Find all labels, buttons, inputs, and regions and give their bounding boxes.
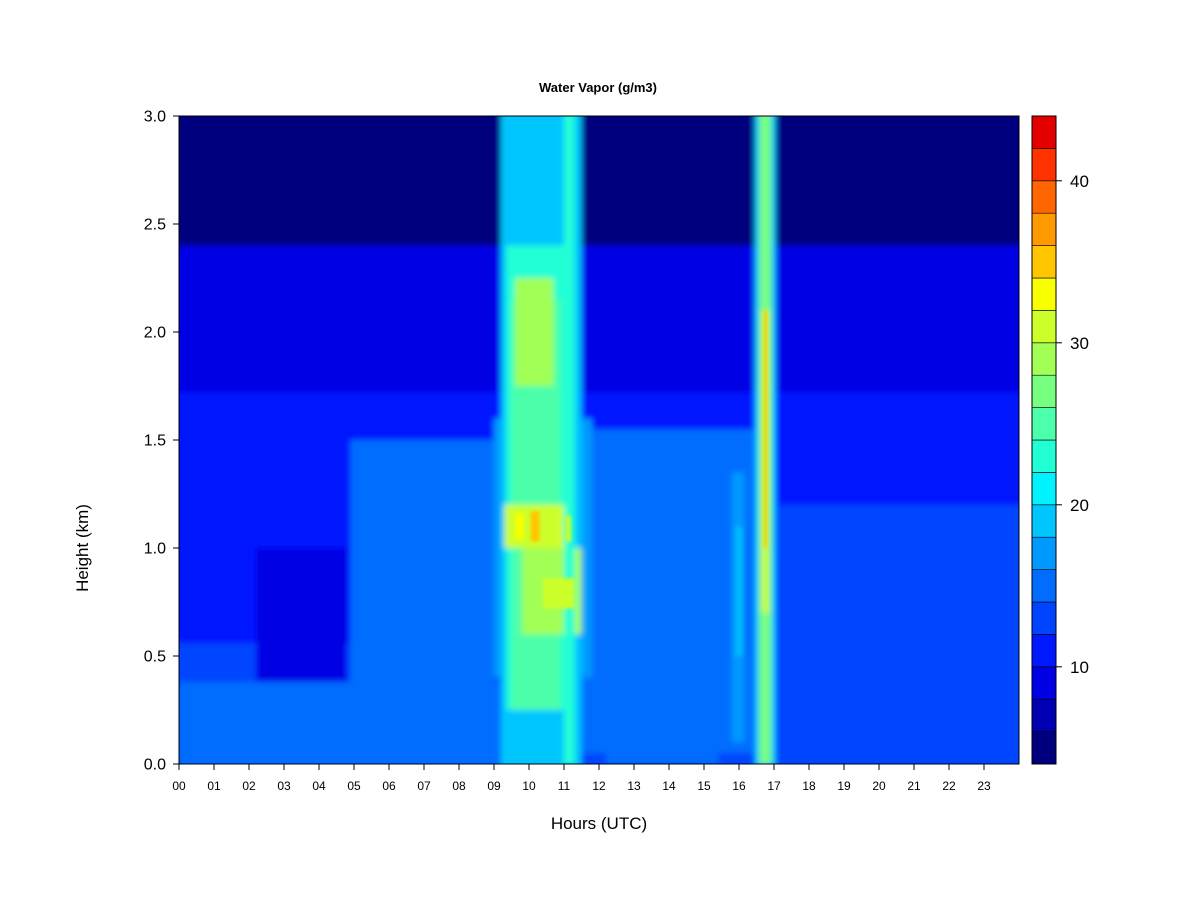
colorbar-swatch — [1031, 536, 1057, 570]
colorbar-swatch — [1031, 148, 1057, 182]
colorbar-swatch — [1031, 310, 1057, 344]
colorbar-swatch — [1031, 115, 1057, 149]
y-tick-label: 3.0 — [144, 109, 166, 126]
y-tick-label: 0.0 — [144, 757, 166, 774]
x-tick-label: 06 — [382, 779, 396, 793]
colorbar-swatch — [1031, 407, 1057, 441]
field-mid-layer — [179, 245, 1019, 397]
x-tick-label: 15 — [697, 779, 711, 793]
field-accent-5 — [543, 578, 575, 609]
colorbar-tick-label: 10 — [1070, 658, 1089, 677]
y-tick-label: 1.5 — [144, 433, 166, 450]
x-tick-label: 14 — [662, 779, 676, 793]
colorbar-swatch — [1031, 472, 1057, 506]
heatmap-area — [179, 116, 1019, 764]
colorbar-swatch — [1031, 439, 1057, 473]
colorbar-swatch — [1031, 569, 1057, 603]
x-tick-label: 02 — [242, 779, 256, 793]
field-plume-upper-peak — [515, 278, 554, 386]
x-tick-label: 12 — [592, 779, 606, 793]
x-tick-label: 20 — [872, 779, 886, 793]
colorbar-swatch — [1031, 245, 1057, 279]
chart-title: Water Vapor (g/m3) — [539, 80, 657, 95]
y-tick-label: 1.0 — [144, 541, 166, 558]
colorbar-swatch — [1031, 666, 1057, 700]
colorbar-swatch — [1031, 374, 1057, 408]
colorbar-tick-label: 30 — [1070, 334, 1089, 353]
field-accent-1 — [530, 511, 540, 542]
colorbar-ticks: 10 20 30 40 — [1056, 172, 1089, 677]
colorbar-frame — [1031, 115, 1057, 765]
field-accent-4 — [764, 310, 767, 548]
x-tick-label: 08 — [452, 779, 466, 793]
x-tick-label: 11 — [558, 779, 571, 793]
colorbar-swatch — [1031, 504, 1057, 538]
x-tick-label: 07 — [417, 779, 431, 793]
colorbar-tick-label: 20 — [1070, 496, 1089, 515]
x-tick-label: 13 — [627, 779, 641, 793]
x-axis: 00 01 02 03 04 05 06 07 08 09 10 11 12 13 14 15 16 17 18 19… — [172, 764, 991, 793]
field-detail-layer — [515, 310, 767, 609]
colorbar-swatch — [1031, 601, 1057, 635]
y-axis: 0.0 0.5 1.0 1.5 2.0 2.5 3.0 — [144, 109, 179, 774]
x-tick-label: 03 — [277, 779, 291, 793]
field-afternoon-surface-moist — [606, 630, 718, 764]
colorbar-swatch — [1031, 180, 1057, 214]
colorbar-tick-label: 40 — [1070, 172, 1089, 191]
field-accent-2 — [515, 513, 524, 540]
y-axis-label: Height (km) — [73, 504, 92, 592]
x-tick-label: 10 — [522, 779, 536, 793]
x-tick-label: 04 — [312, 779, 326, 793]
colorbar-swatch — [1031, 634, 1057, 668]
x-tick-label: 23 — [977, 779, 991, 793]
x-tick-label: 17 — [767, 779, 781, 793]
x-tick-label: 19 — [837, 779, 851, 793]
colorbar-swatch — [1031, 277, 1057, 311]
x-tick-label: 22 — [942, 779, 956, 793]
colorbar — [1031, 115, 1057, 765]
x-tick-label: 01 — [207, 779, 221, 793]
field-evening-moist-area — [774, 504, 1019, 764]
y-tick-label: 0.5 — [144, 649, 166, 666]
y-tick-label: 2.0 — [144, 325, 166, 342]
colorbar-swatch — [1031, 212, 1057, 246]
x-axis-label: Hours (UTC) — [551, 814, 647, 833]
field-band-16h-core — [736, 526, 742, 656]
field-smooth-layer — [179, 116, 1019, 764]
field-plume-edge-streak — [564, 116, 575, 764]
heatmap-field — [179, 116, 1019, 764]
x-tick-label: 09 — [487, 779, 501, 793]
field-upper-dry-layer — [179, 116, 1019, 257]
field-plume-base — [501, 710, 571, 764]
x-tick-label: 21 — [907, 779, 921, 793]
x-tick-label: 05 — [347, 779, 361, 793]
field-morning-moist-area — [350, 440, 494, 743]
colorbar-swatch — [1031, 698, 1057, 732]
y-tick-label: 2.5 — [144, 217, 166, 234]
colorbar-swatch — [1031, 342, 1057, 376]
x-tick-label: 16 — [732, 779, 746, 793]
field-accent-3 — [565, 515, 571, 542]
x-tick-label: 18 — [802, 779, 816, 793]
x-tick-label: 00 — [172, 779, 186, 793]
colorbar-swatch — [1031, 731, 1057, 765]
